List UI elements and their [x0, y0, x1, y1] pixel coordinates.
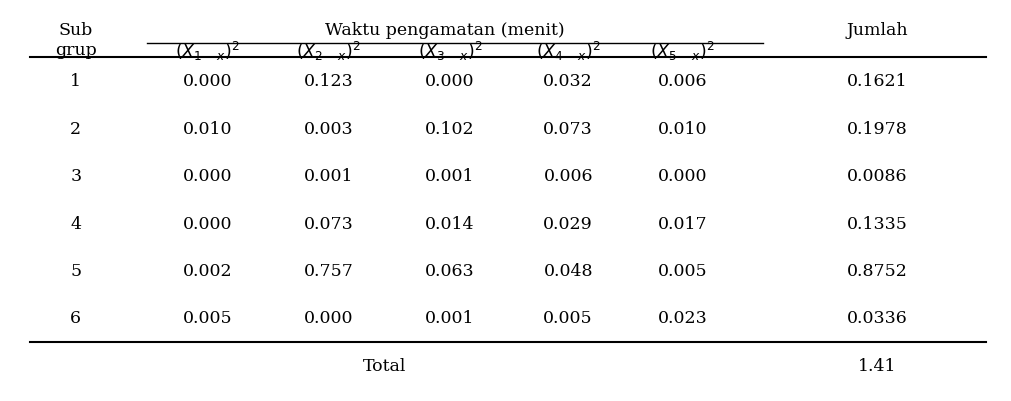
Text: 0.029: 0.029	[543, 215, 593, 232]
Text: 0.757: 0.757	[303, 262, 354, 279]
Text: 0.023: 0.023	[657, 310, 708, 327]
Text: 0.010: 0.010	[183, 120, 232, 138]
Text: 0.1621: 0.1621	[847, 73, 908, 90]
Text: 0.005: 0.005	[543, 310, 593, 327]
Text: 0.032: 0.032	[543, 73, 593, 90]
Text: 6: 6	[71, 310, 81, 327]
Text: 3: 3	[70, 168, 82, 185]
Text: 0.0336: 0.0336	[847, 310, 908, 327]
Text: Sub: Sub	[59, 22, 93, 38]
Text: 1.41: 1.41	[858, 357, 897, 374]
Text: $(X_{4-x})^2$: $(X_{4-x})^2$	[536, 39, 601, 62]
Text: 0.000: 0.000	[658, 168, 707, 185]
Text: 0.1335: 0.1335	[847, 215, 908, 232]
Text: 0.005: 0.005	[657, 262, 708, 279]
Text: 0.003: 0.003	[303, 120, 354, 138]
Text: $(X_{3-x})^2$: $(X_{3-x})^2$	[418, 39, 482, 62]
Text: 2: 2	[70, 120, 82, 138]
Text: 0.8752: 0.8752	[847, 262, 908, 279]
Text: 0.1978: 0.1978	[847, 120, 908, 138]
Text: 0.063: 0.063	[425, 262, 475, 279]
Text: 0.0086: 0.0086	[847, 168, 908, 185]
Text: 0.000: 0.000	[183, 73, 232, 90]
Text: 0.000: 0.000	[304, 310, 353, 327]
Text: 4: 4	[71, 215, 81, 232]
Text: Waktu pengamatan (menit): Waktu pengamatan (menit)	[325, 22, 565, 38]
Text: 0.000: 0.000	[426, 73, 474, 90]
Text: 0.006: 0.006	[658, 73, 707, 90]
Text: 0.073: 0.073	[303, 215, 354, 232]
Text: 5: 5	[70, 262, 82, 279]
Text: 0.048: 0.048	[544, 262, 592, 279]
Text: 0.001: 0.001	[426, 310, 474, 327]
Text: 0.002: 0.002	[182, 262, 233, 279]
Text: 0.005: 0.005	[182, 310, 233, 327]
Text: 0.010: 0.010	[658, 120, 707, 138]
Text: $(X_{2-x})^2$: $(X_{2-x})^2$	[296, 39, 361, 62]
Text: 0.014: 0.014	[426, 215, 474, 232]
Text: 0.073: 0.073	[543, 120, 593, 138]
Text: $(X_{1-x})^2$: $(X_{1-x})^2$	[175, 39, 240, 62]
Text: $(X_{5-x})^2$: $(X_{5-x})^2$	[650, 39, 715, 62]
Text: 0.123: 0.123	[303, 73, 354, 90]
Text: 0.000: 0.000	[183, 168, 232, 185]
Text: grup: grup	[55, 43, 97, 59]
Text: 0.017: 0.017	[657, 215, 708, 232]
Text: Total: Total	[363, 357, 405, 374]
Text: 0.102: 0.102	[425, 120, 475, 138]
Text: Jumlah: Jumlah	[847, 22, 908, 38]
Text: 0.006: 0.006	[544, 168, 592, 185]
Text: 1: 1	[71, 73, 81, 90]
Text: 0.001: 0.001	[426, 168, 474, 185]
Text: 0.001: 0.001	[304, 168, 353, 185]
Text: 0.000: 0.000	[183, 215, 232, 232]
